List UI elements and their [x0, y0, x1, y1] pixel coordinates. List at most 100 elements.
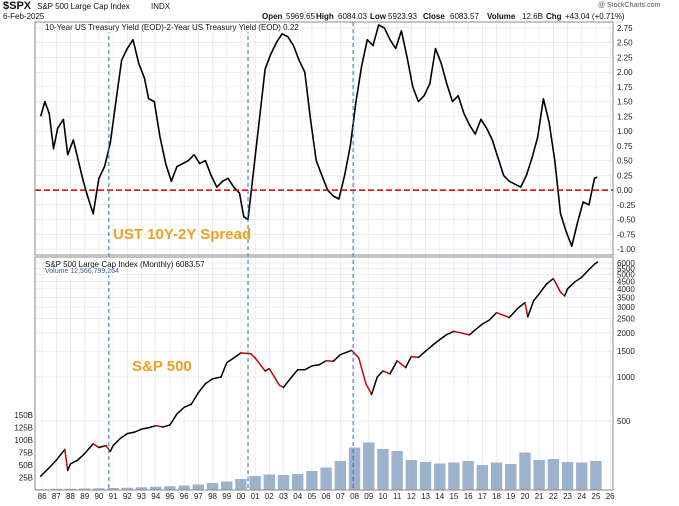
x-tick-label: 92 [123, 492, 132, 501]
symbol: $SPX [3, 0, 32, 12]
volume-bar [462, 461, 474, 490]
spx-y-tick-label: 1000 [617, 373, 635, 382]
spx-line-segment [282, 377, 292, 389]
spx-line-segment [211, 376, 222, 380]
spx-line-segment [55, 448, 66, 461]
volume-tick-label: 50B [19, 461, 33, 470]
spx-line-segment [233, 352, 242, 359]
x-tick-label: 19 [506, 492, 515, 501]
volume-bar [476, 465, 489, 490]
spx-line-segment [566, 281, 576, 290]
spread-y-tick-label: 0.50 [617, 157, 633, 166]
spx-line-segment [468, 329, 476, 336]
spx-line-segment [183, 403, 192, 409]
volume-bars [36, 442, 602, 490]
spx-line-segment [438, 333, 448, 341]
spx-line-segment [495, 311, 511, 319]
x-tick-label: 95 [165, 492, 174, 501]
x-tick-label: 20 [520, 492, 529, 501]
spx-line-segment [69, 459, 79, 465]
x-tick-label: 90 [94, 492, 103, 501]
watermark: @ StockCharts.com [598, 2, 661, 9]
x-tick-label: 89 [80, 492, 89, 501]
volume-bar [292, 474, 304, 490]
volume-label: Volume [487, 12, 516, 21]
x-tick-label: 91 [109, 492, 118, 501]
spx-line-segment [424, 344, 434, 352]
spx-line-segment [488, 311, 498, 321]
spx-line-segment [593, 261, 599, 265]
exchange: INDX [151, 2, 171, 11]
spx-line-segment [197, 382, 207, 394]
volume-bar [121, 487, 133, 490]
x-tick-label: 21 [535, 492, 544, 501]
volume-bar [405, 460, 418, 490]
volume-bar [561, 462, 574, 490]
spread-y-tick-label: 2.00 [617, 68, 633, 77]
spread-y-tick-label: 1.00 [617, 127, 633, 136]
x-tick-label: 99 [222, 492, 231, 501]
volume-bar [519, 452, 531, 490]
spx-line-segment [370, 376, 379, 396]
spread-annotation: UST 10Y-2Y Spread [113, 226, 252, 243]
volume-bar [178, 485, 190, 490]
spx-line-segment [240, 352, 252, 355]
series-lines [39, 24, 599, 477]
spx-line-segment [162, 424, 171, 428]
spx-line-segment [588, 263, 596, 271]
spx-line-segment [92, 442, 100, 449]
spx-line-segment [254, 357, 266, 372]
x-tick-label: 10 [378, 492, 387, 501]
spx-line-segment [289, 369, 299, 380]
spx-line-segment [376, 370, 384, 378]
volume-bar [547, 459, 560, 490]
spx-line-segment [119, 432, 129, 440]
chart-header: $SPX S&P 500 Large Cap Index INDX @ Stoc… [0, 0, 679, 22]
x-tick-label: 02 [265, 492, 274, 501]
spx-line-segment [339, 349, 353, 356]
low-label: Low [370, 12, 386, 21]
spx-line-segment [66, 463, 72, 472]
spx-line-segment [508, 307, 519, 319]
spx-line-segment [250, 353, 256, 359]
x-tick-label: 96 [180, 492, 189, 501]
spx-line-segment [532, 293, 540, 302]
spread-line [39, 24, 598, 247]
x-tick-label: 12 [407, 492, 416, 501]
spx-line-segment [112, 437, 121, 447]
volume-bar [93, 488, 105, 490]
spx-line-segment [304, 365, 313, 371]
spread-y-tick-label: 1.50 [617, 98, 633, 107]
index-name: S&P 500 Large Cap Index [37, 2, 130, 11]
spx-line-segment [545, 277, 555, 285]
x-tick-label: 98 [208, 492, 217, 501]
spx-line-segment [268, 367, 281, 386]
x-tick-label: 25 [592, 492, 601, 501]
spx-line-segment [169, 413, 178, 426]
volume-bar [363, 442, 375, 490]
spx-line-segment [517, 301, 526, 309]
x-tick-label: 17 [478, 492, 487, 501]
spx-line-segment [133, 428, 143, 433]
spx-y-tick-label: 5000 [617, 271, 635, 280]
spx-line-segment [559, 291, 566, 297]
spx-line-segment [220, 362, 228, 378]
volume-bar [206, 483, 219, 490]
chg-label: Chg [546, 12, 562, 21]
volume-bar [334, 461, 347, 490]
volume-bar [164, 486, 176, 490]
spx-panel-frame [34, 256, 614, 491]
spx-legend: S&P 500 Large Cap Index (Monthly) 6083.5… [44, 260, 206, 269]
x-tick-label: 94 [151, 492, 160, 501]
panel-frames [34, 21, 614, 491]
spx-line-segment [563, 288, 569, 297]
volume-bar [590, 461, 602, 490]
spread-y-tick-label: -0.75 [617, 230, 636, 239]
spx-line-segment [396, 360, 407, 369]
spx-line-segment [190, 392, 200, 406]
spx-line-segment [365, 382, 373, 396]
volume-bar [505, 464, 517, 490]
spx-line-segment [278, 384, 285, 389]
spx-line-segment [154, 424, 164, 428]
